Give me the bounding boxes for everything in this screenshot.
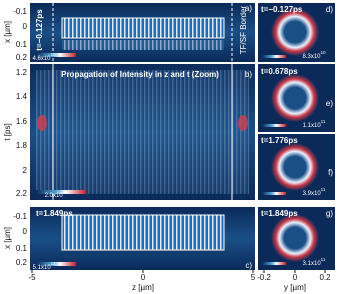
time-label: t=1.849ps bbox=[36, 209, 73, 218]
field bbox=[36, 70, 249, 194]
colorbar-mantissa: 1.1x10 bbox=[303, 123, 322, 129]
panel-label: b) bbox=[245, 70, 252, 79]
colorbar bbox=[36, 262, 76, 266]
tick-label: -0.2 bbox=[257, 273, 271, 282]
time-label: t=1.849ps bbox=[261, 209, 298, 218]
colorbar-label: 3.1x1011 bbox=[303, 257, 326, 266]
tick-label: 0.1 bbox=[16, 40, 28, 49]
colorbar-exponent: 10 bbox=[321, 50, 327, 55]
time-label: t=0.678ps bbox=[261, 67, 298, 76]
mode bbox=[271, 74, 319, 122]
colorbar-label: 3.9x1011 bbox=[303, 187, 326, 196]
tick-label: 2.2 bbox=[16, 189, 28, 198]
colorbar-label: 5.1x1011 bbox=[33, 261, 56, 270]
colorbar-exponent: 11 bbox=[321, 257, 326, 262]
axis-label: t [ps] bbox=[3, 123, 12, 140]
colorbar-mantissa: 8.3x10 bbox=[302, 54, 321, 60]
tick-label: 1.2 bbox=[16, 68, 28, 77]
waveguide bbox=[61, 214, 225, 251]
waveguide bbox=[61, 17, 225, 39]
hotspot bbox=[238, 115, 248, 131]
tick-label: -0.1 bbox=[13, 7, 27, 16]
tick-label: 0.2 bbox=[319, 273, 331, 282]
tick-label: 0.2 bbox=[16, 258, 28, 267]
axis-label: y [µm] bbox=[284, 283, 306, 292]
hotspot bbox=[37, 115, 47, 131]
colorbar-exponent: 10 bbox=[51, 52, 57, 57]
tick-label: 0 bbox=[141, 273, 146, 282]
labels: t=−0.127ps TF/SF Border a) Propagation o… bbox=[3, 4, 333, 292]
panel-label: c) bbox=[245, 261, 252, 270]
colorbar bbox=[262, 124, 286, 127]
time-label: t=1.776ps bbox=[261, 136, 298, 145]
axis-label: x [µm] bbox=[3, 227, 12, 249]
tick-label: 0 bbox=[23, 227, 28, 236]
panel-label: g) bbox=[326, 209, 333, 218]
tick-label: 0 bbox=[23, 22, 28, 31]
colorbar-mantissa: 3.9x10 bbox=[303, 191, 322, 197]
colorbar bbox=[262, 192, 286, 195]
tick-label: 5 bbox=[251, 273, 256, 282]
colorbar bbox=[262, 262, 286, 265]
tick-label: 0.1 bbox=[16, 244, 28, 253]
colorbar bbox=[262, 55, 286, 58]
tick-label: 0.2 bbox=[16, 53, 28, 62]
tick-label: 0 bbox=[293, 273, 298, 282]
mode bbox=[271, 214, 319, 262]
panel-label: f) bbox=[328, 168, 333, 177]
panel-label: d) bbox=[326, 5, 333, 14]
tick-label: 1.4 bbox=[16, 92, 28, 101]
panel-title: Propagation of Intensity in z and t (Zoo… bbox=[61, 70, 219, 79]
axis-label: z [µm] bbox=[132, 283, 154, 292]
panel-label: e) bbox=[326, 99, 333, 108]
colorbar bbox=[36, 190, 86, 194]
colorbar-exponent: 11 bbox=[321, 187, 326, 192]
field bbox=[62, 40, 224, 50]
mode bbox=[271, 8, 319, 56]
panels bbox=[30, 3, 335, 270]
colorbar-exponent: 11 bbox=[321, 119, 326, 124]
tick-label: -0.1 bbox=[13, 212, 27, 221]
axis-label: x [µm] bbox=[3, 21, 12, 43]
mode bbox=[271, 143, 319, 191]
time-label: t=−0.127ps bbox=[35, 9, 44, 51]
colorbar-exponent: 11 bbox=[63, 189, 68, 194]
colorbar-label: 1.1x1011 bbox=[303, 119, 326, 128]
border-label: TF/SF Border bbox=[239, 5, 248, 54]
colorbar-label: 4.6x1010 bbox=[32, 52, 56, 61]
tick-label: 1.6 bbox=[16, 117, 28, 126]
colorbar-label: 2.0x1011 bbox=[45, 189, 68, 198]
colorbar-mantissa: 3.1x10 bbox=[303, 261, 322, 267]
colorbar bbox=[36, 53, 76, 57]
panel-label: a) bbox=[245, 4, 252, 13]
colorbar-mantissa: 4.6x10 bbox=[32, 56, 51, 62]
colorbar-mantissa: 5.1x10 bbox=[33, 265, 52, 271]
colorbar-mantissa: 2.0x10 bbox=[45, 193, 64, 199]
colorbar-exponent: 11 bbox=[51, 261, 56, 266]
tick-label: 1.8 bbox=[16, 141, 28, 150]
time-label: t=−0.127ps bbox=[261, 5, 303, 14]
tick-label: 2 bbox=[23, 166, 28, 175]
tick-label: -5 bbox=[28, 273, 36, 282]
colorbar-label: 8.3x1010 bbox=[302, 50, 326, 59]
